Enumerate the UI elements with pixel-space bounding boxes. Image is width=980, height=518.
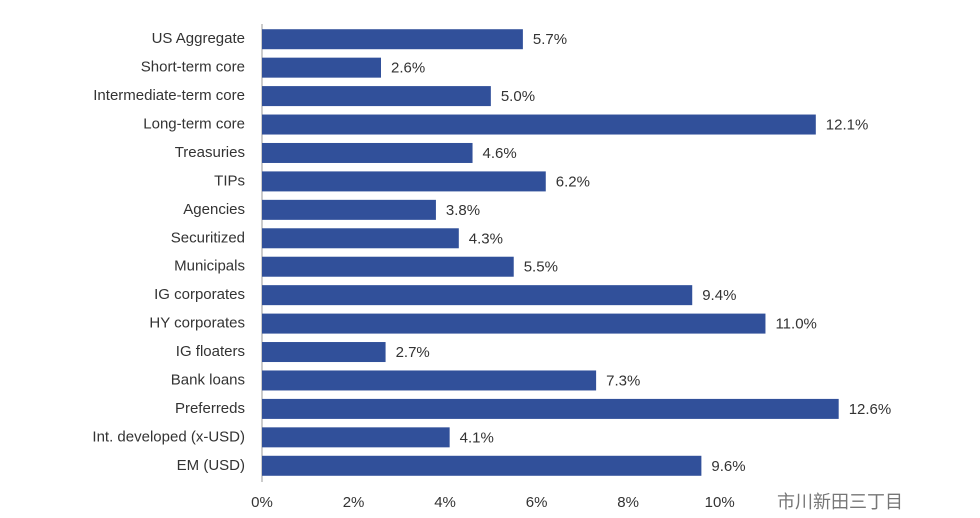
bar <box>262 228 459 249</box>
value-label: 5.5% <box>524 259 558 276</box>
watermark: 市川新田三丁目 <box>777 492 903 512</box>
x-tick-label: 4% <box>434 494 456 511</box>
value-label: 6.2% <box>556 173 590 190</box>
y-tick-label: Short-term core <box>141 59 245 76</box>
y-tick-label: Agencies <box>183 201 245 218</box>
bar <box>262 398 839 419</box>
bar <box>262 313 766 334</box>
bar <box>262 285 693 306</box>
bar <box>262 114 816 135</box>
y-tick-label: Preferreds <box>175 400 245 417</box>
value-label: 2.7% <box>396 344 430 361</box>
y-tick-label: Bank loans <box>171 371 245 388</box>
y-tick-label: Long-term core <box>143 116 245 133</box>
y-tick-label: IG corporates <box>154 286 245 303</box>
value-label: 2.6% <box>391 60 425 77</box>
value-label: 11.0% <box>775 316 816 333</box>
x-tick-label: 6% <box>526 494 548 511</box>
value-label: 4.1% <box>460 429 494 446</box>
bar <box>262 256 514 277</box>
y-tick-label: US Aggregate <box>152 30 245 47</box>
y-tick-label: EM (USD) <box>177 457 245 474</box>
value-label: 9.6% <box>711 458 745 475</box>
y-tick-label: HY corporates <box>149 315 245 332</box>
bar <box>262 342 386 363</box>
y-tick-label: Int. developed (x-USD) <box>92 428 245 445</box>
bar <box>262 29 523 50</box>
bar <box>262 57 381 78</box>
y-tick-label: Treasuries <box>175 144 245 161</box>
value-label: 5.7% <box>533 31 567 48</box>
x-tick-label: 10% <box>705 494 735 511</box>
y-tick-label: Securitized <box>171 229 245 246</box>
x-tick-label: 2% <box>343 494 365 511</box>
bar <box>262 427 450 448</box>
bar <box>262 455 702 476</box>
bar <box>262 86 491 107</box>
x-tick-label: 8% <box>617 494 639 511</box>
y-tick-label: Intermediate-term core <box>93 87 245 104</box>
bar <box>262 142 473 163</box>
value-label: 4.6% <box>483 145 517 162</box>
bar <box>262 171 546 192</box>
value-label: 9.4% <box>702 287 736 304</box>
value-label: 12.6% <box>849 401 892 418</box>
bar <box>262 370 597 391</box>
bar <box>262 199 436 220</box>
value-label: 12.1% <box>826 117 869 134</box>
x-tick-label: 0% <box>251 494 273 511</box>
value-label: 4.3% <box>469 230 503 247</box>
value-label: 7.3% <box>606 372 640 389</box>
y-tick-label: TIPs <box>214 172 245 189</box>
value-label: 5.0% <box>501 88 535 105</box>
y-tick-label: IG floaters <box>176 343 245 360</box>
value-label: 3.8% <box>446 202 480 219</box>
y-tick-label: Municipals <box>174 258 245 275</box>
